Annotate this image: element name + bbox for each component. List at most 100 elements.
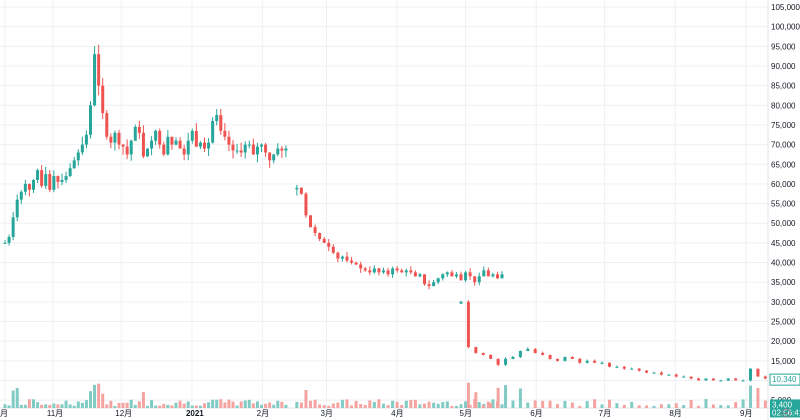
volume-bar	[235, 405, 239, 408]
volume-bar	[667, 404, 671, 408]
volume-bar	[674, 403, 678, 408]
volume-bar	[89, 391, 92, 408]
volume-bar	[178, 400, 182, 408]
volume-bar	[526, 402, 530, 408]
volume-bar	[327, 405, 331, 408]
candle-body	[413, 272, 417, 277]
volume-bar	[331, 403, 335, 408]
volume-bar	[190, 405, 194, 408]
candle-body	[345, 256, 349, 261]
volume-bar	[32, 399, 35, 408]
candle-body	[276, 148, 280, 155]
candle-body	[247, 144, 251, 146]
candle-body	[454, 274, 458, 277]
x-tick-label: 11月	[47, 409, 63, 418]
candle-body	[284, 148, 288, 151]
candle-body	[84, 134, 88, 145]
volume-bar	[280, 401, 284, 408]
volume-bar	[64, 400, 68, 408]
candle-body	[36, 170, 40, 180]
candle-body	[32, 179, 35, 190]
volume-bar	[227, 399, 231, 408]
candle-body	[511, 356, 515, 359]
volume-bar	[264, 403, 268, 408]
volume-bar	[704, 399, 708, 408]
candle-body	[44, 174, 48, 186]
volume-bar	[445, 401, 449, 408]
candle-body	[459, 274, 463, 281]
volume-bar	[441, 402, 445, 408]
volume-bar	[556, 404, 560, 408]
candle-body	[622, 366, 626, 369]
volume-bar	[84, 400, 88, 408]
volume-bar	[459, 404, 463, 408]
candle-body	[280, 148, 284, 151]
volume-bar	[56, 404, 60, 408]
volume-bar	[630, 401, 634, 408]
candle-body	[239, 150, 243, 153]
x-tick-label: 月	[0, 409, 8, 418]
volume-bar	[363, 404, 367, 408]
candle-body	[299, 187, 303, 194]
volume-bar	[133, 404, 137, 408]
volume-bar	[40, 404, 44, 408]
volume-bar	[386, 405, 390, 408]
x-tick-label: 8月	[669, 409, 681, 418]
candle-body	[89, 105, 92, 135]
candle-body	[170, 136, 174, 145]
volume-bar	[682, 405, 686, 408]
volume-bar	[158, 405, 162, 408]
candle-body	[697, 378, 701, 381]
volume-bar	[413, 399, 417, 408]
volume-bar	[3, 404, 7, 408]
volume-bar	[146, 405, 149, 408]
candle-body	[578, 358, 582, 363]
candle-body	[593, 360, 597, 363]
volume-bar	[466, 382, 470, 408]
volume-bar	[518, 388, 522, 408]
volume-bar	[689, 399, 693, 408]
candle-body	[129, 140, 133, 155]
candle-body	[162, 144, 166, 155]
candle-body	[295, 187, 299, 190]
x-tick-label: 2月	[257, 409, 269, 418]
y-tick-label: 20,000	[771, 337, 796, 346]
y-tick-label: 35,000	[771, 278, 796, 287]
volume-bar	[427, 401, 431, 408]
x-tick-label: 4月	[391, 409, 403, 418]
candle-body	[489, 354, 493, 359]
volume-bar	[309, 400, 313, 408]
candle-body	[526, 349, 530, 351]
candle-body	[93, 54, 97, 106]
candle-body	[486, 270, 490, 277]
volume-bar	[93, 384, 97, 408]
volume-bar	[255, 401, 259, 408]
y-tick-label: 45,000	[771, 239, 796, 248]
candle-body	[674, 374, 678, 377]
candle-body	[391, 268, 395, 275]
y-tick-label: 100,000	[771, 23, 800, 32]
candle-body	[711, 378, 715, 381]
y-tick-label: 15,000	[771, 357, 796, 366]
volume-bar	[52, 403, 56, 408]
volume-bar	[377, 399, 381, 408]
candle-body	[322, 238, 326, 243]
candle-body	[101, 85, 105, 114]
volume-bar	[219, 399, 223, 408]
volume-bar	[101, 393, 105, 408]
candle-body	[121, 144, 125, 147]
candle-body	[336, 252, 340, 259]
candle-body	[350, 260, 354, 263]
x-tick-label: 5月	[460, 409, 472, 418]
volume-bar	[247, 399, 251, 408]
volume-bar	[726, 405, 730, 408]
volume-bar	[400, 405, 404, 408]
volume-bar	[719, 405, 723, 408]
volume-bar	[121, 402, 125, 408]
candle-body	[466, 301, 470, 348]
candle-body	[363, 268, 367, 271]
settings-icon[interactable]	[781, 408, 791, 418]
candle-body	[331, 246, 335, 253]
